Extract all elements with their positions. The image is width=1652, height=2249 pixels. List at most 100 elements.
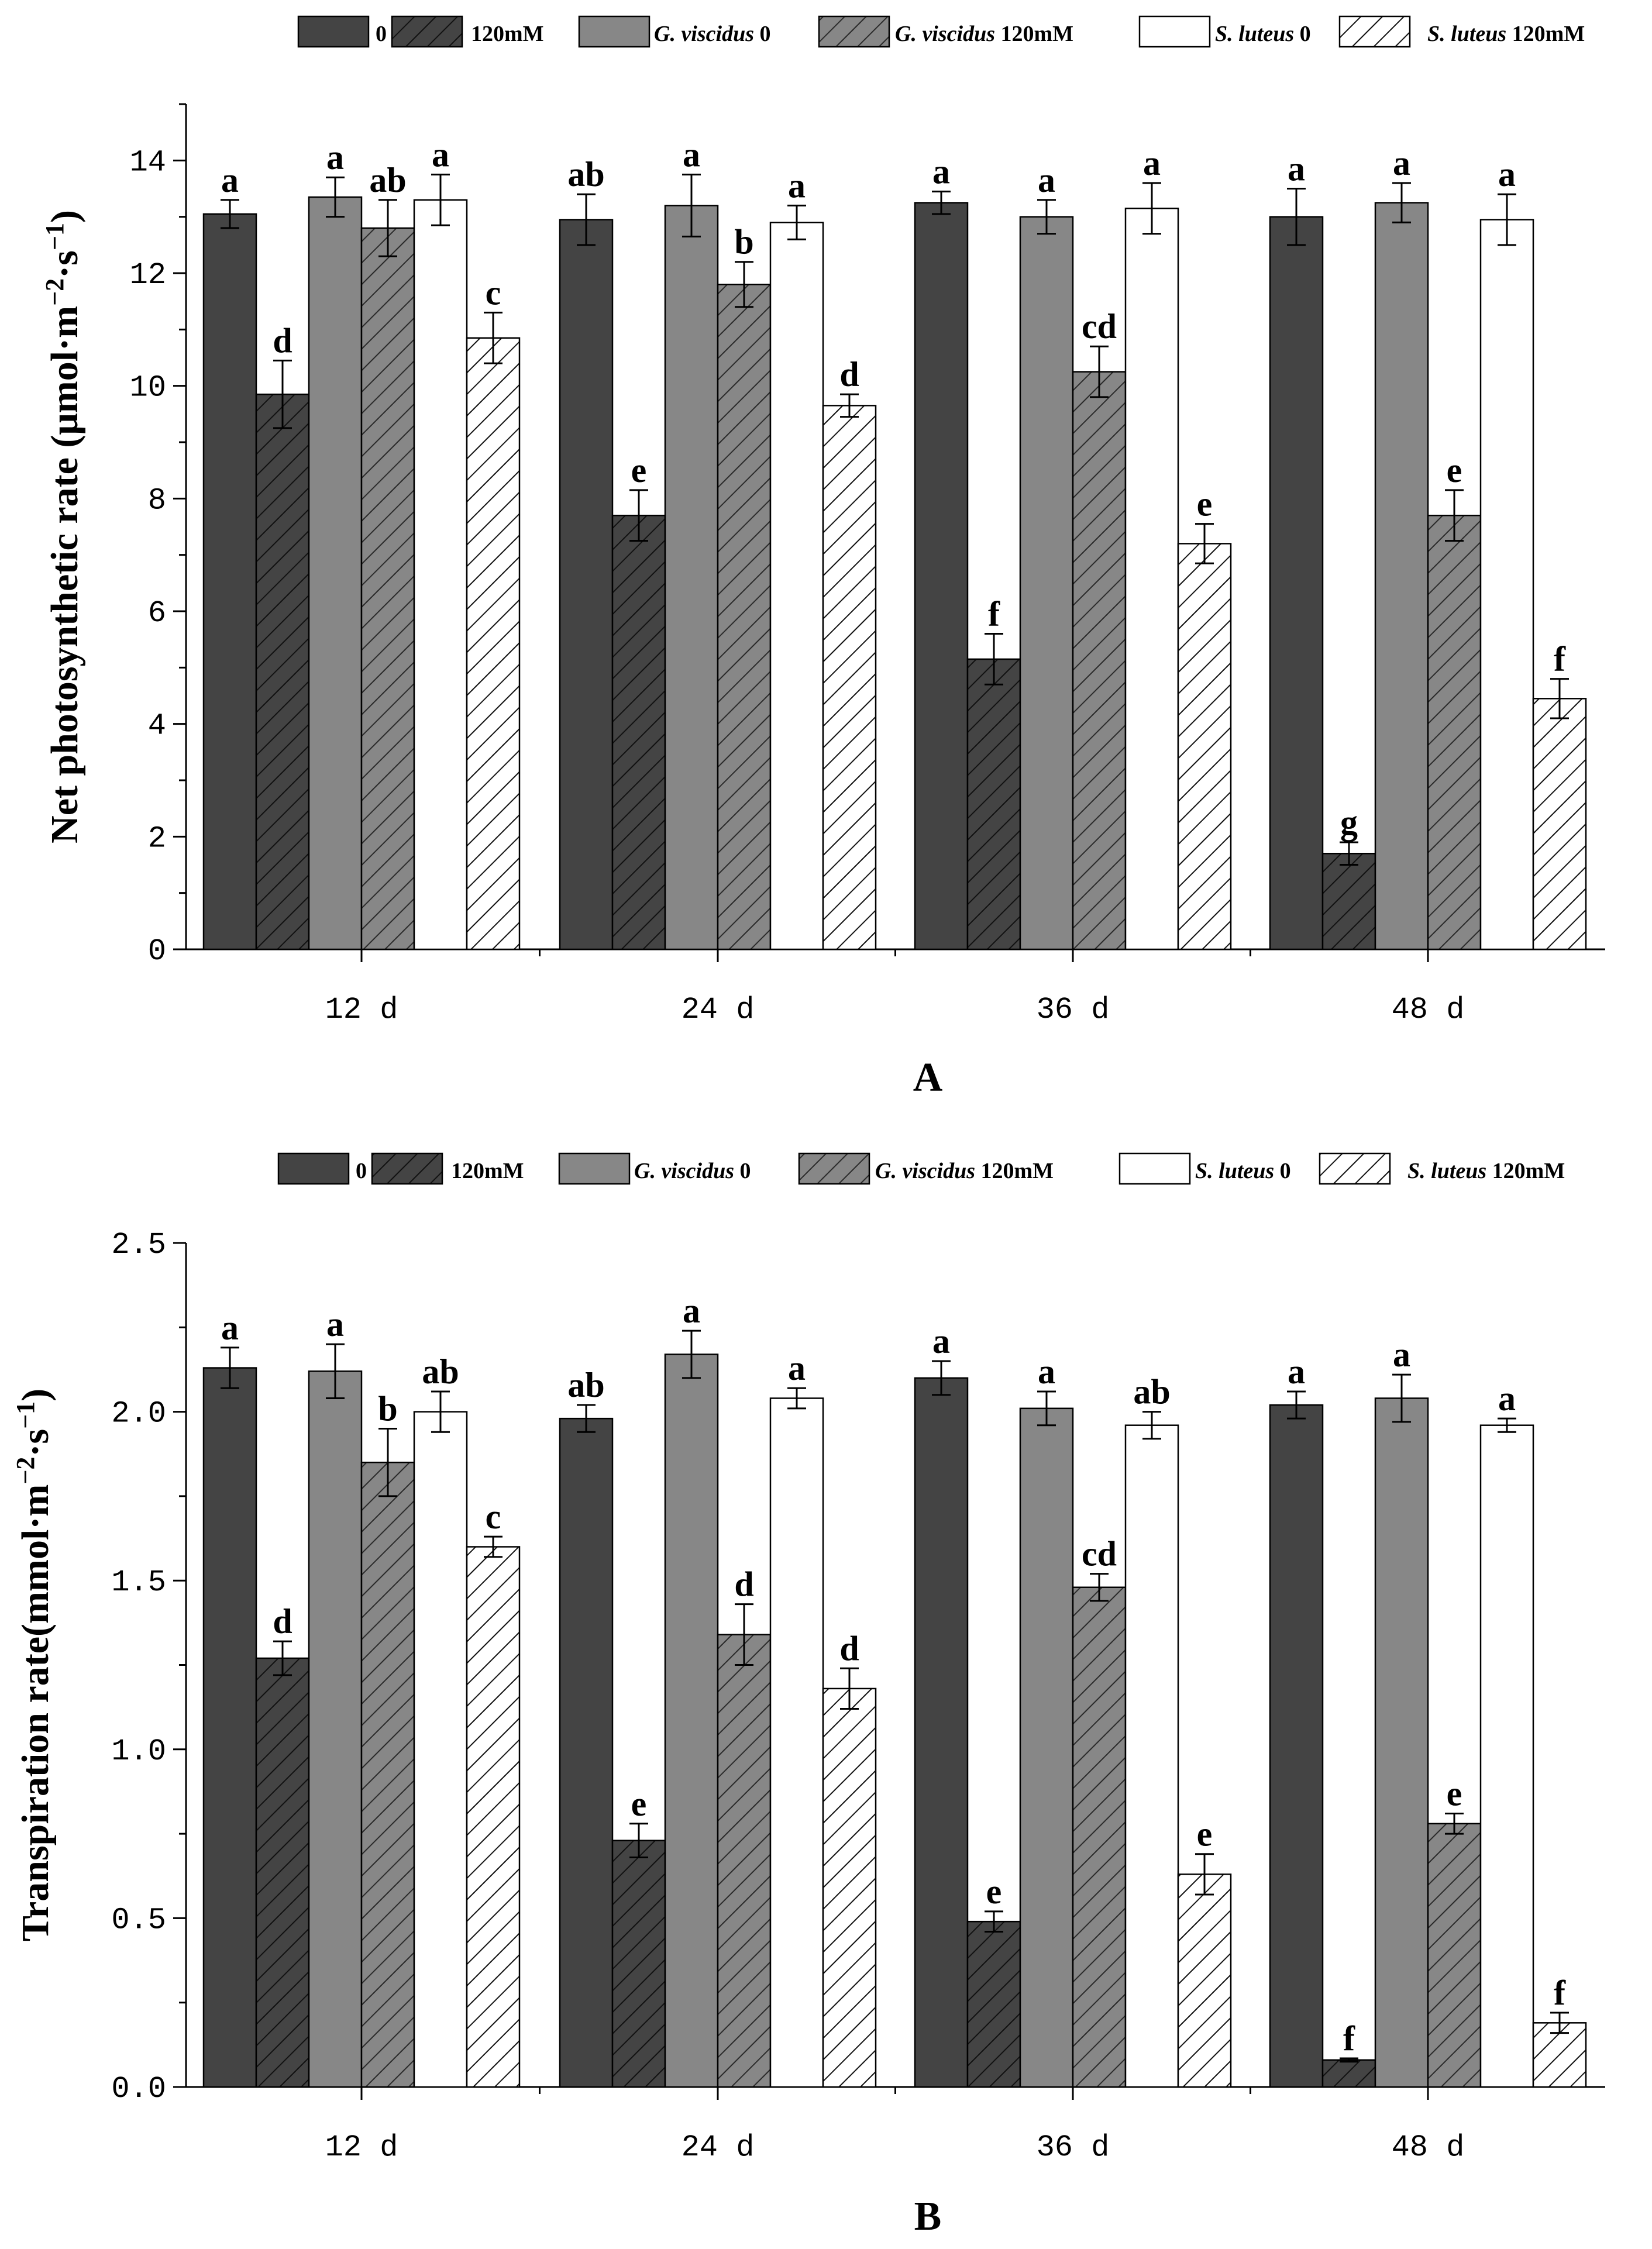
significance-label: ab [369, 161, 406, 199]
bar [202, 213, 257, 950]
x-tick-label: 12 d [325, 2130, 398, 2165]
bar [1177, 1873, 1232, 2088]
bar [822, 405, 877, 950]
bar [360, 227, 415, 950]
significance-label: a [1288, 150, 1305, 188]
bar [611, 514, 666, 950]
significance-label: d [273, 321, 292, 360]
legend-label: 120mM [471, 22, 544, 46]
significance-label: a [1393, 1335, 1410, 1374]
significance-label: a [1498, 155, 1516, 194]
legend-label: S. luteus 120mM [1427, 22, 1585, 46]
bar [664, 1353, 719, 2088]
bar [664, 205, 719, 950]
bar [1072, 371, 1127, 950]
y-tick-label: 4 [148, 709, 166, 743]
legend-swatch [798, 1152, 870, 1185]
panel-label: A [913, 1055, 943, 1100]
legend-swatch [578, 15, 651, 48]
legend-swatch [277, 1152, 350, 1185]
significance-label: cd [1082, 307, 1117, 346]
legend-label: 120mM [451, 1159, 524, 1183]
bar [413, 1411, 468, 2088]
significance-label: e [631, 451, 647, 490]
significance-label: e [1447, 1774, 1462, 1813]
significance-label: a [1038, 161, 1055, 199]
significance-label: g [1340, 803, 1358, 842]
y-tick-label: 2.0 [111, 1397, 166, 1431]
bar [255, 393, 310, 950]
significance-label: cd [1082, 1535, 1117, 1573]
bar [914, 1377, 969, 2088]
legend-swatch [297, 15, 370, 48]
significance-label: d [839, 1629, 859, 1668]
y-tick-label: 12 [130, 258, 166, 292]
bar [1177, 543, 1232, 950]
bar [308, 1370, 363, 2088]
y-tick-label: 2.5 [111, 1228, 166, 1262]
legend-label: G. viscidus 120mM [895, 22, 1073, 46]
bar [1019, 216, 1074, 950]
legend-label: S. luteus 120mM [1407, 1159, 1565, 1183]
bar [1427, 1823, 1482, 2088]
significance-label: f [988, 595, 1000, 633]
y-tick-label: 0.5 [111, 1903, 166, 1937]
significance-label: a [788, 1349, 806, 1387]
significance-label: a [683, 135, 700, 174]
bar [1532, 698, 1587, 950]
significance-label: b [378, 1389, 397, 1428]
legend-label: S. luteus 0 [1215, 22, 1311, 46]
bar [1269, 216, 1324, 950]
significance-label: a [932, 1322, 950, 1361]
legend-label: G. viscidus 0 [654, 22, 771, 46]
significance-label: a [221, 1308, 239, 1347]
significance-label: a [683, 1291, 700, 1330]
bar [769, 1397, 824, 2088]
significance-label: c [486, 1497, 501, 1536]
legend-swatch [391, 15, 463, 48]
significance-label: a [932, 152, 950, 191]
x-tick-label: 48 d [1392, 993, 1465, 1027]
legend: 0 120mM G. viscidus 0 G. viscidus 120mM S. l… [277, 1152, 1565, 1185]
significance-label: ab [422, 1352, 459, 1391]
bar [202, 1367, 257, 2088]
bar [559, 1417, 614, 2088]
legend-label: 0 [356, 1159, 367, 1183]
significance-label: a [788, 166, 806, 205]
y-axis-label: Net photosynthetic rate (μmol·m−2·s−1) [40, 210, 87, 843]
significance-label: b [734, 223, 753, 261]
panel-label: B [914, 2194, 942, 2239]
significance-label: a [1038, 1352, 1055, 1391]
significance-label: a [1143, 144, 1161, 182]
bar [466, 337, 521, 950]
significance-label: e [1447, 451, 1462, 490]
significance-label: f [1554, 640, 1566, 679]
significance-label: a [221, 161, 239, 199]
significance-label: f [1554, 1974, 1566, 2012]
significance-label: a [326, 1305, 344, 1344]
bar [308, 196, 363, 950]
significance-label: a [326, 138, 344, 177]
legend-swatch [371, 1152, 443, 1185]
legend-swatch [1138, 15, 1211, 48]
bar [413, 199, 468, 950]
significance-label: e [986, 1872, 1002, 1911]
legend-label: G. viscidus 0 [634, 1159, 751, 1183]
bar [822, 1687, 877, 2088]
bar [1479, 219, 1534, 950]
bar [769, 222, 824, 950]
legend-swatch [1319, 1152, 1391, 1185]
x-tick-label: 36 d [1037, 993, 1110, 1027]
legend-label: G. viscidus 120mM [875, 1159, 1054, 1183]
y-tick-label: 2 [148, 821, 166, 856]
y-tick-label: 0 [148, 934, 166, 969]
bar [1321, 2059, 1376, 2088]
significance-label: a [432, 135, 449, 174]
bar [914, 202, 969, 950]
x-tick-label: 12 d [325, 993, 398, 1027]
y-tick-label: 8 [148, 483, 166, 518]
bar [1124, 207, 1179, 950]
bar [1269, 1404, 1324, 2088]
